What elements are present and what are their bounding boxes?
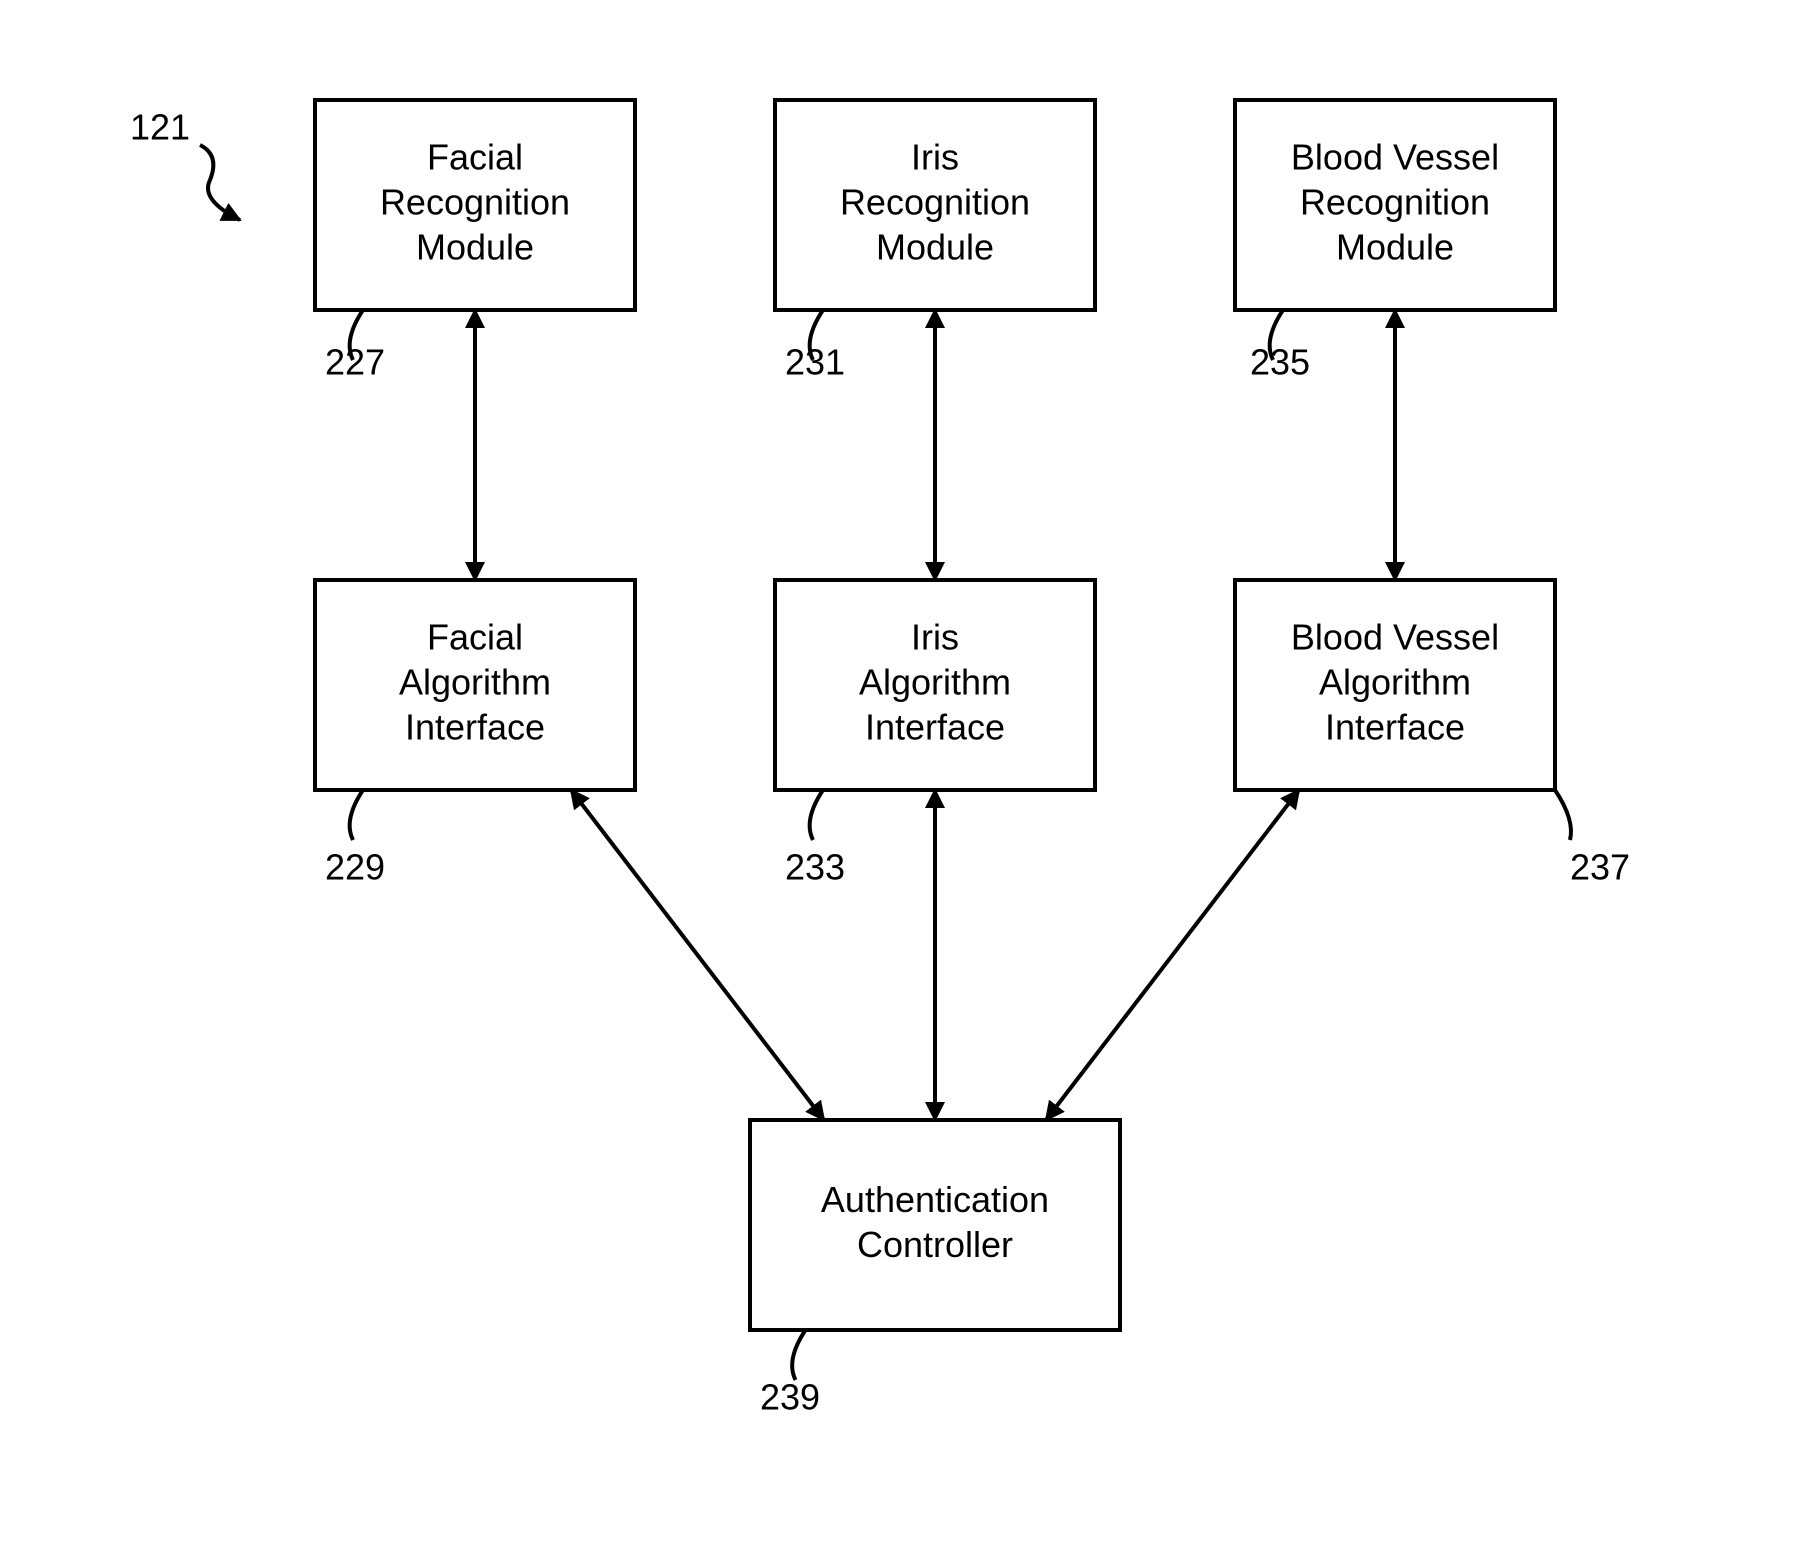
node-facial_iface-label-0: Facial	[427, 617, 523, 658]
node-iris_iface-label-1: Algorithm	[859, 662, 1011, 703]
node-blood_iface-label-2: Interface	[1325, 707, 1465, 748]
node-facial_recog-label-2: Module	[416, 227, 534, 268]
node-blood_iface-label-0: Blood Vessel	[1291, 617, 1499, 658]
ref-hook-239	[792, 1330, 805, 1380]
figure-ref-arrow	[200, 145, 240, 220]
edge-facial_iface-auth_ctrl	[571, 790, 824, 1120]
ref-label-233: 233	[785, 847, 845, 888]
node-blood_recog-label-0: Blood Vessel	[1291, 137, 1499, 178]
ref-hook-237	[1555, 790, 1571, 840]
node-facial_iface-label-1: Algorithm	[399, 662, 551, 703]
node-facial_recog-label-0: Facial	[427, 137, 523, 178]
node-iris_iface-label-0: Iris	[911, 617, 959, 658]
node-iris_recog-label-2: Module	[876, 227, 994, 268]
ref-label-227: 227	[325, 342, 385, 383]
ref-hook-229	[350, 790, 363, 840]
node-blood_recog-label-1: Recognition	[1300, 182, 1490, 223]
ref-label-239: 239	[760, 1377, 820, 1418]
node-auth_ctrl-label-0: Authentication	[821, 1179, 1049, 1220]
node-facial_recog-label-1: Recognition	[380, 182, 570, 223]
ref-label-237: 237	[1570, 847, 1630, 888]
node-iris_iface-label-2: Interface	[865, 707, 1005, 748]
node-iris_recog-label-0: Iris	[911, 137, 959, 178]
diagram-canvas: FacialRecognitionModuleIrisRecognitionMo…	[0, 0, 1820, 1541]
node-blood_recog-label-2: Module	[1336, 227, 1454, 268]
node-facial_iface-label-2: Interface	[405, 707, 545, 748]
ref-hook-233	[810, 790, 823, 840]
ref-label-229: 229	[325, 847, 385, 888]
edge-blood_iface-auth_ctrl	[1046, 790, 1299, 1120]
node-blood_iface-label-1: Algorithm	[1319, 662, 1471, 703]
ref-label-231: 231	[785, 342, 845, 383]
ref-label-235: 235	[1250, 342, 1310, 383]
node-auth_ctrl-label-1: Controller	[857, 1224, 1013, 1265]
node-iris_recog-label-1: Recognition	[840, 182, 1030, 223]
figure-ref-label: 121	[130, 107, 190, 148]
